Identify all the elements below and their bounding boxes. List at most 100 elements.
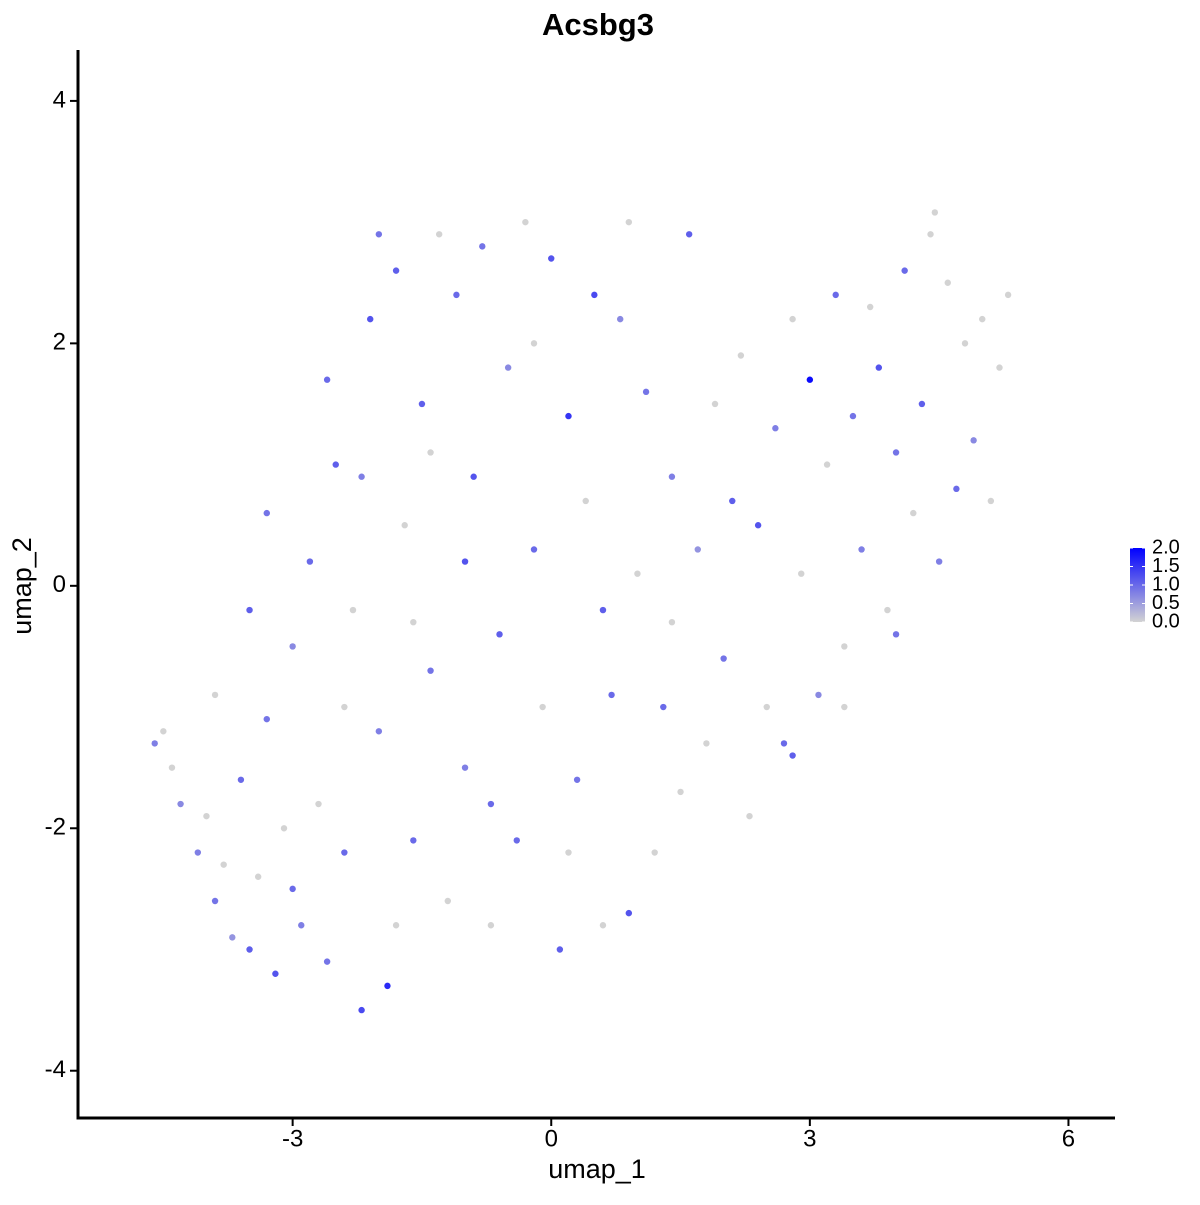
point [151,740,158,747]
colorbar-label: 0.0 [1152,610,1180,632]
point [858,546,865,553]
point [246,606,253,614]
point [263,715,270,723]
x-tick-label: -3 [282,1125,303,1152]
y-tick-label: -2 [45,814,66,841]
point [427,667,434,674]
point [332,461,339,468]
y-axis-title: umap_2 [7,537,37,635]
point [565,412,572,420]
point [401,522,408,529]
axes-layer: -3 0 3 6 -4 -2 0 2 4 [45,50,1115,1152]
point [703,740,710,747]
point [211,897,219,905]
point [177,800,184,808]
point [599,922,607,929]
point [746,812,753,820]
point [617,315,624,323]
point [694,546,701,553]
point [651,849,658,856]
colorbar-label: 2.0 [1152,536,1180,558]
point [935,558,943,565]
point [677,788,684,796]
point [548,255,555,262]
point [737,352,745,359]
point [349,606,357,614]
point [289,885,296,893]
point [392,922,400,929]
point [832,291,839,299]
point [961,340,969,347]
point [789,315,796,323]
points-layer [151,209,1012,1014]
point [461,558,469,565]
point [496,631,503,638]
point [194,849,202,856]
point [729,497,736,505]
point [901,267,908,274]
point [772,425,779,432]
point [582,497,589,505]
point [315,800,322,808]
point [470,473,477,480]
point [931,209,939,216]
point [160,728,167,735]
colorbar-ticks: 2.01.51.00.50.0 [1130,536,1180,632]
point [211,691,219,699]
point [323,958,331,965]
point [522,218,529,226]
point [884,606,891,614]
point [892,631,900,638]
colorbar-label: 0.5 [1152,592,1180,614]
point [892,449,900,456]
point [358,473,365,480]
point [660,703,667,711]
point [970,437,977,444]
point [375,728,383,735]
point [375,231,383,238]
colorbar-label: 1.0 [1152,573,1180,595]
point [444,897,452,905]
point [358,1006,365,1014]
y-tick-label: -4 [45,1056,66,1083]
y-tick-label: 0 [53,571,66,598]
x-tick-label: 6 [1062,1125,1075,1152]
point [849,412,857,420]
point [341,703,348,711]
point [384,982,391,990]
point [427,449,434,456]
point [479,243,486,250]
point [306,558,314,565]
point [513,837,520,844]
point [599,606,607,614]
point [944,279,951,286]
point [263,509,270,517]
point [453,291,460,299]
point [625,909,633,917]
point [461,764,469,771]
point [289,643,296,650]
point [763,703,770,711]
colorbar [1130,548,1145,622]
point [341,849,348,856]
point [168,764,176,771]
point [504,364,512,371]
point [487,800,495,808]
point [220,861,227,868]
point [298,922,305,929]
point [754,522,762,529]
point [1004,291,1012,299]
point [668,473,676,480]
point [539,703,546,711]
point [927,231,934,238]
point [229,934,236,941]
point [806,376,814,383]
point [798,570,805,577]
point [530,340,538,347]
point [815,691,822,699]
point [987,497,995,505]
x-tick-label: 0 [545,1125,558,1152]
point [780,740,788,747]
point [841,643,848,650]
x-axis-title: umap_1 [548,1154,646,1184]
